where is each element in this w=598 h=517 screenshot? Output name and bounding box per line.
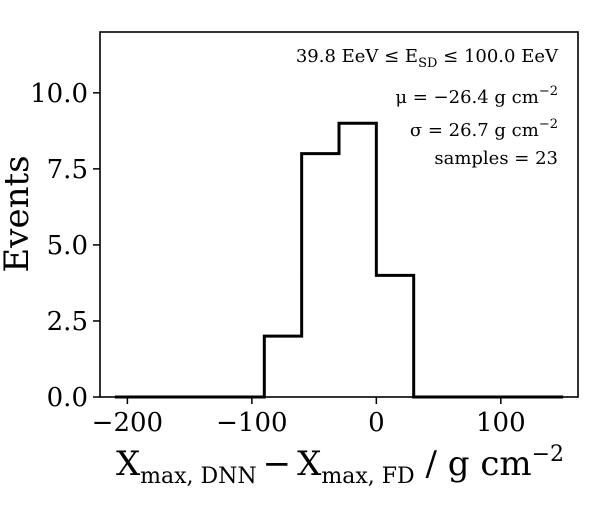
y-tick-label: 7.5 bbox=[47, 155, 88, 185]
x-tick-label: −200 bbox=[92, 408, 163, 438]
y-tick-label: 5.0 bbox=[47, 231, 88, 261]
energy-range-annotation: 39.8 EeV ≤ ESD ≤ 100.0 EeV bbox=[296, 46, 559, 71]
x-axis-label: Xmax, DNN − Xmax, FD / g cm−2 bbox=[116, 442, 564, 489]
y-axis-label: Events bbox=[0, 155, 37, 272]
y-tick-label: 2.5 bbox=[47, 307, 88, 337]
samples-annotation: samples = 23 bbox=[434, 148, 558, 169]
x-axis-ticks: −200 −100 0 100 bbox=[92, 397, 526, 438]
plot-frame bbox=[99, 31, 579, 398]
y-tick-label: 0.0 bbox=[47, 383, 88, 413]
sigma-annotation: σ = 26.7 g cm−2 bbox=[410, 117, 558, 141]
y-axis-ticks: 0.0 2.5 5.0 7.5 10.0 bbox=[30, 79, 100, 413]
x-tick-label: 100 bbox=[476, 408, 526, 438]
mean-annotation: μ = −26.4 g cm−2 bbox=[395, 84, 558, 108]
x-tick-label: 0 bbox=[368, 408, 385, 438]
histogram-step-line bbox=[114, 121, 564, 399]
y-tick-label: 10.0 bbox=[30, 79, 88, 109]
x-tick-label: −100 bbox=[216, 408, 287, 438]
